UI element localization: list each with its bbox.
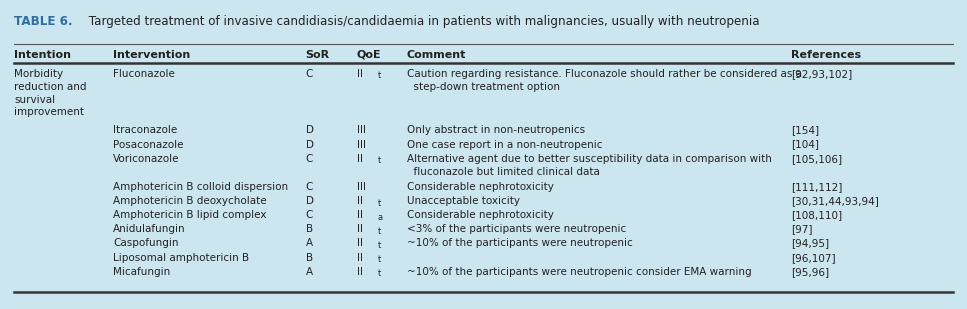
Text: t: t — [378, 71, 381, 80]
Text: t: t — [378, 269, 381, 278]
Text: t: t — [378, 227, 381, 236]
Text: t: t — [378, 198, 381, 208]
Text: [108,110]: [108,110] — [791, 210, 842, 220]
Text: B: B — [306, 252, 312, 263]
Text: II: II — [357, 267, 363, 277]
Text: III: III — [357, 140, 366, 150]
Text: Intention: Intention — [15, 50, 72, 60]
Text: II: II — [357, 154, 363, 164]
Text: Itraconazole: Itraconazole — [113, 125, 178, 135]
Text: C: C — [306, 69, 313, 79]
Text: [94,95]: [94,95] — [791, 239, 830, 248]
Text: [92,93,102]: [92,93,102] — [791, 69, 853, 79]
Text: A: A — [306, 239, 312, 248]
Text: II: II — [357, 69, 363, 79]
Text: C: C — [306, 182, 313, 192]
Text: Morbidity
reduction and
survival
improvement: Morbidity reduction and survival improve… — [15, 69, 87, 117]
Text: II: II — [357, 239, 363, 248]
Text: D: D — [306, 196, 313, 206]
Text: a: a — [378, 213, 383, 222]
Text: QoE: QoE — [357, 50, 381, 60]
Text: ~10% of the participants were neutropenic: ~10% of the participants were neutropeni… — [406, 239, 632, 248]
Text: Fluconazole: Fluconazole — [113, 69, 175, 79]
Text: [105,106]: [105,106] — [791, 154, 842, 164]
Text: Alternative agent due to better susceptibility data in comparison with
  flucona: Alternative agent due to better suscepti… — [406, 154, 772, 176]
Text: II: II — [357, 252, 363, 263]
Text: Amphotericin B colloid dispersion: Amphotericin B colloid dispersion — [113, 182, 288, 192]
Text: Caspofungin: Caspofungin — [113, 239, 179, 248]
Text: Micafungin: Micafungin — [113, 267, 170, 277]
Text: TABLE 6.: TABLE 6. — [15, 15, 73, 28]
Text: B: B — [306, 224, 312, 234]
Text: Intervention: Intervention — [113, 50, 190, 60]
Text: t: t — [378, 255, 381, 264]
Text: Voriconazole: Voriconazole — [113, 154, 180, 164]
Text: Caution regarding resistance. Fluconazole should rather be considered as a
  ste: Caution regarding resistance. Fluconazol… — [406, 69, 802, 92]
Text: Comment: Comment — [406, 50, 466, 60]
Text: [30,31,44,93,94]: [30,31,44,93,94] — [791, 196, 879, 206]
Text: Considerable nephrotoxicity: Considerable nephrotoxicity — [406, 210, 553, 220]
Text: Considerable nephrotoxicity: Considerable nephrotoxicity — [406, 182, 553, 192]
Text: ~10% of the participants were neutropenic consider EMA warning: ~10% of the participants were neutropeni… — [406, 267, 751, 277]
Text: [104]: [104] — [791, 140, 819, 150]
Text: III: III — [357, 125, 366, 135]
Text: One case report in a non-neutropenic: One case report in a non-neutropenic — [406, 140, 602, 150]
Text: [111,112]: [111,112] — [791, 182, 842, 192]
Text: II: II — [357, 224, 363, 234]
Text: D: D — [306, 125, 313, 135]
Text: SoR: SoR — [306, 50, 330, 60]
Text: [96,107]: [96,107] — [791, 252, 835, 263]
Text: Amphotericin B lipid complex: Amphotericin B lipid complex — [113, 210, 267, 220]
Text: Only abstract in non-neutropenics: Only abstract in non-neutropenics — [406, 125, 585, 135]
Text: II: II — [357, 210, 363, 220]
Text: [154]: [154] — [791, 125, 819, 135]
Text: t: t — [378, 241, 381, 250]
Text: Liposomal amphotericin B: Liposomal amphotericin B — [113, 252, 249, 263]
Text: Amphotericin B deoxycholate: Amphotericin B deoxycholate — [113, 196, 267, 206]
Text: C: C — [306, 154, 313, 164]
Text: References: References — [791, 50, 862, 60]
Text: Targeted treatment of invasive candidiasis/candidaemia in patients with malignan: Targeted treatment of invasive candidias… — [85, 15, 760, 28]
Text: Anidulafungin: Anidulafungin — [113, 224, 186, 234]
Text: II: II — [357, 196, 363, 206]
Text: [97]: [97] — [791, 224, 812, 234]
Text: C: C — [306, 210, 313, 220]
Text: Unacceptable toxicity: Unacceptable toxicity — [406, 196, 519, 206]
Text: [95,96]: [95,96] — [791, 267, 830, 277]
Text: t: t — [378, 156, 381, 165]
Text: D: D — [306, 140, 313, 150]
Text: III: III — [357, 182, 366, 192]
Text: A: A — [306, 267, 312, 277]
Text: Posaconazole: Posaconazole — [113, 140, 184, 150]
Text: <3% of the participants were neutropenic: <3% of the participants were neutropenic — [406, 224, 626, 234]
